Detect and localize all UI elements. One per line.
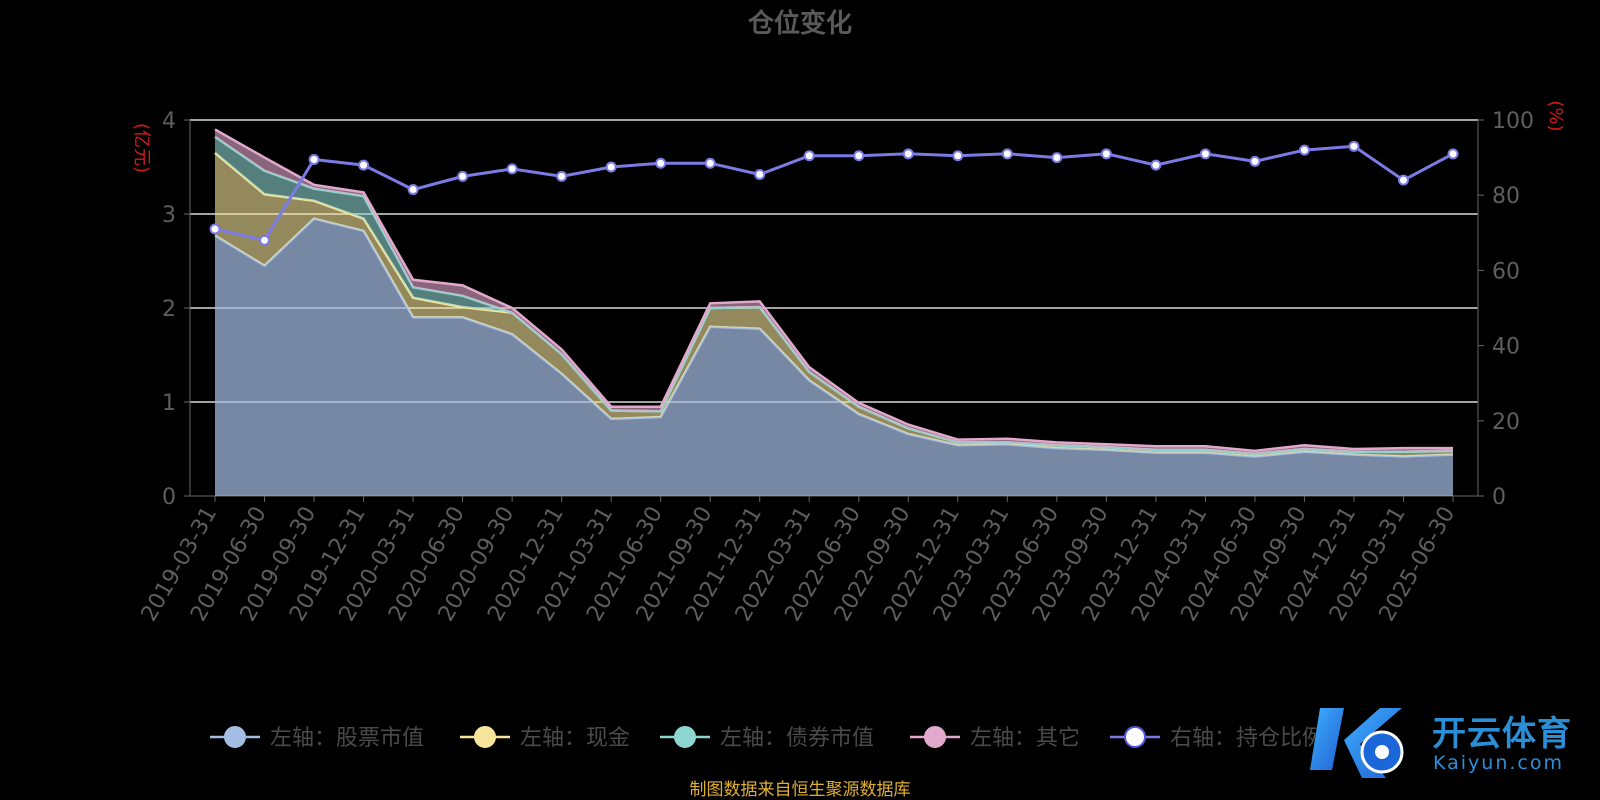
ratio-point bbox=[853, 150, 865, 162]
right-axis-unit-label: (%) bbox=[1545, 100, 1566, 131]
ratio-point bbox=[209, 223, 221, 235]
right-tick-label: 60 bbox=[1492, 259, 1520, 284]
ratio-point bbox=[1397, 174, 1409, 186]
legend-label: 左轴：债券市值 bbox=[720, 726, 874, 751]
legend-marker bbox=[224, 726, 246, 748]
ratio-point bbox=[655, 157, 667, 169]
legend-label: 左轴：现金 bbox=[520, 726, 630, 751]
ratio-point bbox=[506, 163, 518, 175]
area-series-2 bbox=[215, 152, 1453, 457]
ratio-point bbox=[308, 153, 320, 165]
left-tick-label: 1 bbox=[162, 391, 176, 416]
legend-label: 左轴：其它 bbox=[970, 726, 1080, 751]
ratio-point bbox=[1447, 148, 1459, 160]
ratio-point bbox=[952, 150, 964, 162]
left-tick-label: 0 bbox=[162, 485, 176, 510]
left-tick-label: 4 bbox=[162, 109, 176, 134]
ratio-point bbox=[605, 161, 617, 173]
ratio-point bbox=[902, 148, 914, 160]
chart-title: 仓位变化 bbox=[747, 8, 852, 39]
ratio-point bbox=[754, 169, 766, 181]
right-tick-label: 20 bbox=[1492, 410, 1520, 435]
area-series-1 bbox=[215, 218, 1453, 496]
ratio-point bbox=[556, 170, 568, 182]
legend-label: 右轴：持仓比例 bbox=[1170, 726, 1324, 751]
ratio-point bbox=[259, 234, 271, 246]
ratio-point bbox=[1051, 152, 1063, 164]
legend-label: 左轴：股票市值 bbox=[270, 726, 424, 751]
right-tick-label: 40 bbox=[1492, 335, 1520, 360]
kaiyun-logo-watermark bbox=[1310, 700, 1600, 790]
kaiyun-logo-icon bbox=[1310, 708, 1404, 778]
ratio-point bbox=[1100, 148, 1112, 160]
ratio-point bbox=[358, 159, 370, 171]
ratio-point bbox=[457, 170, 469, 182]
legend-marker bbox=[924, 726, 946, 748]
left-tick-label: 2 bbox=[162, 297, 176, 322]
ratio-point bbox=[1348, 140, 1360, 152]
right-tick-label: 100 bbox=[1492, 109, 1534, 134]
right-tick-label: 80 bbox=[1492, 184, 1520, 209]
ratio-point bbox=[1001, 148, 1013, 160]
ratio-point bbox=[1249, 155, 1261, 167]
ratio-point bbox=[704, 157, 716, 169]
legend-marker bbox=[674, 726, 696, 748]
ratio-line bbox=[214, 144, 1454, 243]
area-series-4 bbox=[215, 129, 1453, 454]
ratio-point bbox=[803, 150, 815, 162]
legend-marker bbox=[474, 726, 496, 748]
area-series-line-4 bbox=[214, 128, 1453, 453]
left-axis-unit-label: (亿元) bbox=[131, 123, 152, 173]
data-source-text: 制图数据来自恒生聚源数据库 bbox=[690, 780, 911, 800]
legend-marker bbox=[1124, 726, 1146, 748]
ratio-point bbox=[407, 184, 419, 196]
ratio-point bbox=[1199, 148, 1211, 160]
watermark-en-text: Kaiyun.com bbox=[1433, 752, 1564, 774]
right-tick-label: 0 bbox=[1492, 485, 1506, 510]
watermark-cn-text: 开云体育 bbox=[1432, 714, 1572, 754]
ratio-point bbox=[1298, 144, 1310, 156]
left-tick-label: 3 bbox=[162, 203, 176, 228]
ratio-point bbox=[1150, 159, 1162, 171]
